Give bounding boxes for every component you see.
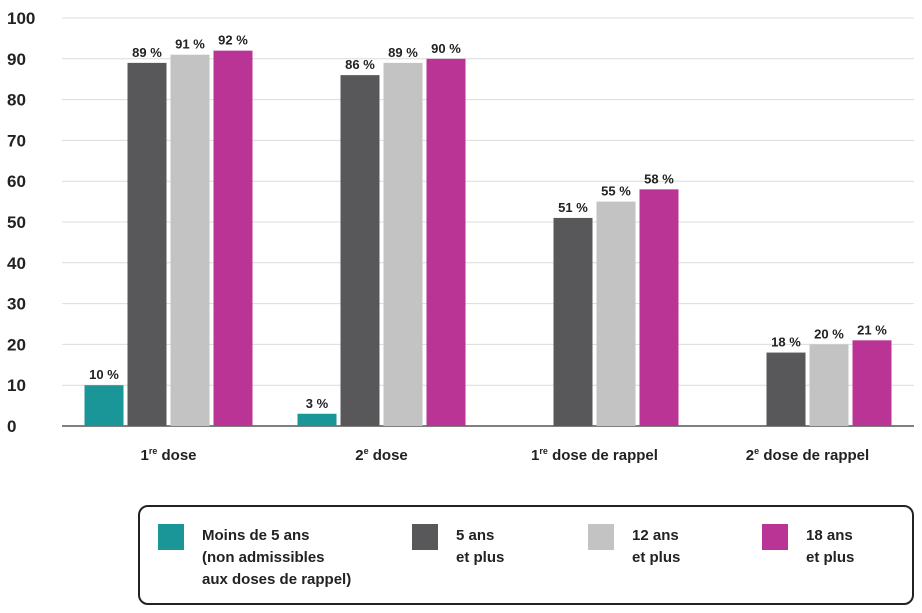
- legend-label: 18 ans et plus: [806, 527, 855, 566]
- x-category-label: 1re dose de rappel: [531, 446, 658, 464]
- bar: [297, 413, 337, 426]
- legend-item: Moins de 5 ans (non admissibles aux dose…: [158, 524, 351, 591]
- bar: [809, 344, 849, 426]
- bar: [84, 385, 124, 426]
- y-tick-label: 10: [7, 376, 26, 395]
- bars: [84, 50, 892, 427]
- data-label: 89 %: [388, 45, 418, 60]
- bar: [596, 201, 636, 426]
- x-category-label: 1re dose: [140, 446, 196, 464]
- x-category-label: 2e dose de rappel: [746, 446, 869, 464]
- data-label: 86 %: [345, 57, 375, 72]
- y-tick-label: 0: [7, 417, 16, 436]
- bar: [766, 352, 806, 426]
- legend-label: 5 ans et plus: [456, 527, 505, 566]
- data-label: 92 %: [218, 33, 248, 48]
- bar: [426, 58, 466, 427]
- data-label: 89 %: [132, 45, 162, 60]
- bar: [553, 217, 593, 426]
- data-label: 58 %: [644, 171, 674, 186]
- bar: [127, 62, 167, 426]
- legend-label: 12 ans et plus: [632, 527, 681, 566]
- bar: [213, 50, 253, 426]
- legend-label: Moins de 5 ans (non admissibles aux dose…: [202, 527, 352, 588]
- data-label: 10 %: [89, 367, 119, 382]
- data-label: 90 %: [431, 41, 461, 56]
- y-tick-label: 70: [7, 131, 26, 150]
- data-label: 18 %: [771, 335, 801, 350]
- data-label: 51 %: [558, 200, 588, 215]
- legend: Moins de 5 ans (non admissibles aux dose…: [138, 505, 914, 605]
- bar: [340, 75, 380, 427]
- data-label: 3 %: [306, 396, 329, 411]
- legend-swatch: [412, 524, 438, 550]
- data-label: 91 %: [175, 37, 205, 52]
- y-tick-label: 90: [7, 50, 26, 69]
- legend-swatch: [762, 524, 788, 550]
- y-tick-label: 60: [7, 172, 26, 191]
- legend-item: 18 ans et plus: [762, 524, 854, 569]
- x-category-label: 2e dose: [355, 446, 408, 464]
- y-tick-label: 80: [7, 91, 26, 110]
- y-tick-label: 50: [7, 213, 26, 232]
- data-label: 55 %: [601, 184, 631, 199]
- legend-swatch: [158, 524, 184, 550]
- bar-chart: 0 10 20 30 40 50 60 70 80 90 100 10 % 89 % 91 % 92 % 3…: [7, 9, 914, 464]
- legend-item: 12 ans et plus: [588, 524, 680, 569]
- data-label: 21 %: [857, 322, 887, 337]
- y-tick-label: 100: [7, 9, 35, 28]
- legend-swatch: [588, 524, 614, 550]
- data-labels: 10 % 89 % 91 % 92 % 3 % 86 % 89 % 90 % 51 % 55 % 5…: [89, 33, 887, 411]
- y-tick-label: 40: [7, 254, 26, 273]
- bar: [383, 62, 423, 426]
- x-axis-categories: 1re dose 2e dose 1re dose de rappel 2e dose…: [140, 446, 869, 464]
- y-tick-label: 20: [7, 335, 26, 354]
- bar: [170, 54, 210, 426]
- bar: [852, 340, 892, 426]
- y-tick-label: 30: [7, 295, 26, 314]
- bar: [639, 189, 679, 426]
- legend-item: 5 ans et plus: [412, 524, 504, 569]
- data-label: 20 %: [814, 326, 844, 341]
- y-axis-ticks: 0 10 20 30 40 50 60 70 80 90 100: [7, 9, 35, 436]
